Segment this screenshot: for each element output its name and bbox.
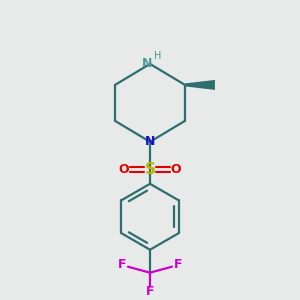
Text: H: H [154, 51, 162, 61]
Text: O: O [119, 163, 129, 176]
Text: S: S [145, 162, 155, 177]
Text: O: O [171, 163, 181, 176]
Text: F: F [174, 258, 182, 271]
Text: F: F [146, 285, 154, 298]
Polygon shape [185, 80, 215, 90]
Text: N: N [142, 57, 152, 70]
Text: N: N [145, 135, 155, 148]
Text: F: F [118, 258, 126, 271]
